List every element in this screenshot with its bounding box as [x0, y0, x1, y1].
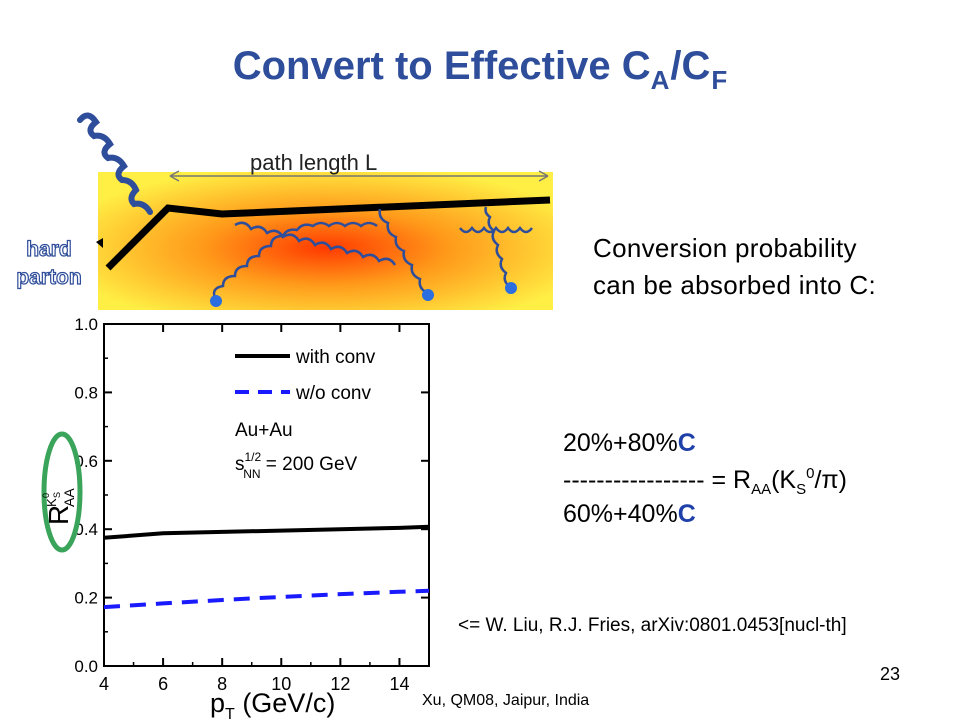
numerator-prefix: 20%+80%	[563, 429, 678, 457]
slide-title: Convert to Effective CA/CF	[0, 42, 960, 104]
x-tick-label: 14	[389, 674, 409, 694]
ylabel-sup-zero: 0	[41, 493, 51, 498]
y-tick-label: 0.2	[74, 589, 98, 608]
parton-dot-1	[210, 295, 222, 307]
legend-sup: 1/2	[245, 450, 262, 464]
citation: <= W. Liu, R.J. Fries, arXiv:0801.0453[n…	[458, 615, 847, 636]
equals-r: = R	[704, 466, 752, 494]
formula-denominator: 60%+40%C	[563, 500, 696, 529]
paren-k: (K	[771, 466, 797, 494]
hard-label: hard	[26, 237, 73, 261]
x-tick-label: 4	[99, 674, 109, 694]
parton-arrow-tip	[96, 238, 103, 248]
series-layer	[103, 524, 430, 610]
ylabel-highlight-ring	[41, 431, 83, 553]
k-subscript: S	[796, 481, 807, 498]
ylabel-sup-k: K	[44, 498, 59, 507]
parton-path	[105, 196, 551, 271]
formula-numerator: 20%+80%C	[563, 429, 696, 458]
y-tick-label: 0.0	[74, 657, 98, 676]
y-tick-label: 1.0	[74, 315, 98, 334]
hot-medium	[98, 172, 553, 310]
xlabel-sub: T	[225, 706, 235, 720]
title-slash: /C	[670, 44, 711, 88]
legend-wo-conv-label: w/o conv	[295, 383, 371, 404]
y-tick-label: 0.4	[74, 520, 98, 539]
legend-with-conv-label: with conv	[295, 347, 376, 368]
wo-conv-line	[103, 588, 430, 610]
arrow-heads	[169, 170, 549, 182]
k-superscript: 0	[806, 465, 815, 482]
xlabel-p: p	[210, 688, 225, 718]
x-tick-label: 12	[330, 674, 350, 694]
conversion-text-line2: can be absorbed into C:	[593, 270, 876, 300]
parton-label: parton	[16, 265, 83, 289]
legend-system: Au+Au	[235, 420, 293, 441]
parton-dot-3	[505, 282, 517, 294]
gluon-line-1	[234, 221, 397, 266]
formula-fraction-line: ----------------- = RAA(KS0/π)	[563, 465, 847, 498]
x-tick-label: 6	[158, 674, 168, 694]
x-tick-label: 8	[217, 674, 227, 694]
legend-energy: s1/2 NN = 200 GeV	[235, 450, 358, 481]
gluon-line-2	[212, 221, 378, 299]
gluon-line-4	[484, 206, 511, 288]
raa-subscript: AA	[751, 481, 772, 498]
y-tick-label: 0.8	[74, 383, 98, 402]
gluon-line-3	[378, 208, 429, 295]
with-conv-line	[103, 524, 430, 540]
x-axis-ticks: 4 6 8 10 12 14	[99, 324, 430, 694]
ylabel-sub-aa: AA	[61, 488, 77, 507]
numerator-c: C	[677, 429, 696, 457]
slide-number: 23	[880, 664, 901, 684]
path-length-label: path length L	[250, 150, 377, 175]
raa-chart: 0.00.20.40.60.81.0 4 6 8 10 12 14 with conv w…	[41, 315, 430, 720]
x-tick-label: 10	[271, 674, 291, 694]
denominator-c: C	[677, 500, 696, 528]
legend-energy-value: = 200 GeV	[261, 454, 358, 475]
parton-conversion-diagram: path length L	[77, 112, 553, 310]
legend-sub: NN	[243, 467, 260, 481]
x-axis-label: pT (GeV/c)	[210, 688, 335, 720]
parton-dot-2	[422, 289, 434, 301]
conversion-text-line1: Conversion probability	[593, 233, 857, 263]
title-sub-f: F	[711, 65, 728, 95]
xlabel-unit: (GeV/c)	[235, 688, 336, 718]
y-axis-ticks: 0.00.20.40.60.81.0	[74, 315, 429, 676]
gluon-line-5	[459, 225, 533, 234]
title-main: Convert to Effective C	[232, 44, 651, 88]
legend-s: s	[235, 454, 245, 475]
plot-frame	[103, 323, 430, 667]
ylabel-sup-sub-s: S	[52, 492, 62, 498]
gluon-spring	[77, 112, 153, 215]
slash-pi: /π)	[814, 466, 847, 494]
ylabel-r: R	[43, 505, 74, 525]
footer-text: Xu, QM08, Jaipur, India	[422, 692, 590, 709]
title-sub-a: A	[650, 65, 670, 95]
fraction-dashes: -----------------	[563, 466, 705, 494]
y-axis-label: R K S 0 AA	[41, 488, 77, 525]
denominator-prefix: 60%+40%	[563, 500, 678, 528]
